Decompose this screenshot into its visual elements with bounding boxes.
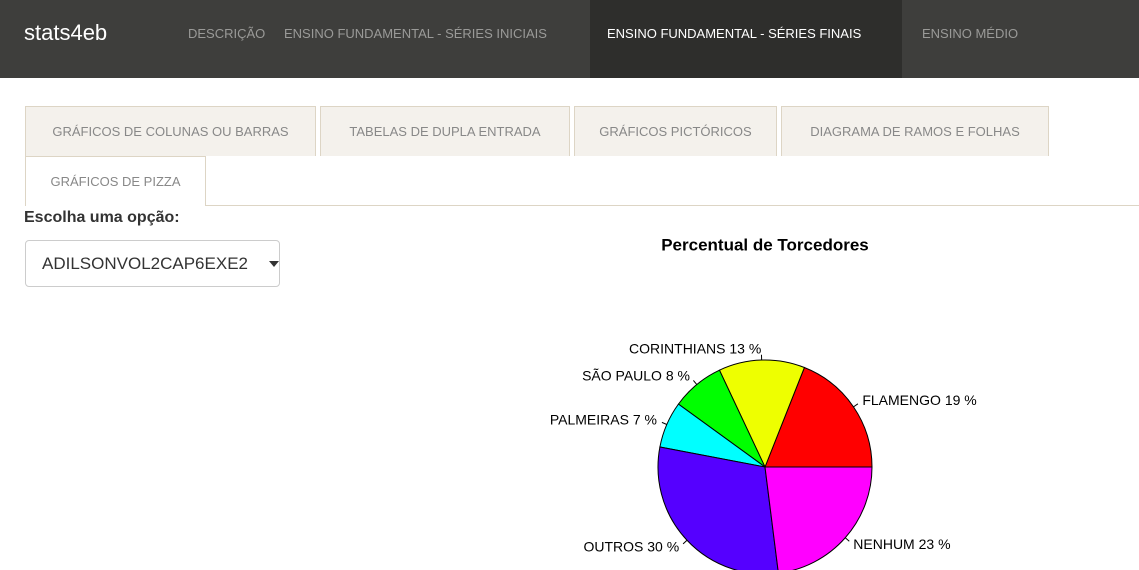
caret [269, 261, 279, 267]
slice-label: NENHUM 23 % [853, 536, 950, 552]
slice-name: FLAMENGO [862, 392, 941, 408]
select-label: Escolha uma opção: [24, 209, 180, 226]
tab-active[interactable]: GRÁFICOS DE PIZZA [25, 156, 206, 206]
chart-title: Percentual de Torcedores [661, 235, 869, 254]
slice-name: SÃO PAULO [582, 367, 662, 383]
slice-value: 7 % [633, 411, 657, 427]
nav-item[interactable]: DESCRIÇÃO [188, 26, 266, 41]
leader-line [661, 421, 667, 425]
slice-value: 19 % [945, 392, 977, 408]
nav-item[interactable]: ENSINO MÉDIO [922, 26, 1019, 41]
nav-item[interactable]: ENSINO FUNDAMENTAL - SÉRIES FINAIS [590, 0, 902, 78]
slice-label: SÃO PAULO 8 % [582, 367, 690, 383]
slice-value: 30 % [647, 538, 679, 554]
slice-name: OUTROS [583, 538, 643, 554]
leader-line [853, 403, 859, 408]
slice-value: 13 % [729, 340, 761, 356]
tab[interactable]: GRÁFICOS DE COLUNAS OU BARRAS [25, 106, 316, 156]
pie-slice [718, 359, 806, 469]
slice-value: 8 % [666, 367, 690, 383]
slice-name: PALMEIRAS [550, 411, 629, 427]
slice-name: CORINTHIANS [629, 340, 725, 356]
leader-line [844, 537, 850, 542]
tab-rule [25, 205, 1139, 206]
select[interactable]: ADILSONVOL2CAP6EXE2 [25, 240, 280, 287]
chart: Percentual de Torcedores FLAMENGO 19 % CO… [550, 235, 977, 570]
leader-line [682, 539, 688, 545]
tab[interactable]: TABELAS DE DUPLA ENTRADA [320, 106, 570, 156]
select-value: ADILSONVOL2CAP6EXE2 [42, 254, 248, 273]
brand[interactable]: stats4eb [24, 20, 108, 45]
tab[interactable]: GRÁFICOS PICTÓRICOS [574, 106, 777, 156]
slice-name: NENHUM [853, 536, 914, 552]
tab[interactable]: DIAGRAMA DE RAMOS E FOLHAS [781, 106, 1049, 156]
navbar: stats4eb DESCRIÇÃO ENSINO FUNDAMENTAL - … [0, 0, 1139, 78]
leader-line [693, 380, 698, 385]
pie-slice [764, 466, 873, 570]
slice-label: FLAMENGO 19 % [862, 392, 976, 408]
slice-value: 23 % [919, 536, 951, 552]
slice-label: OUTROS 30 % [583, 538, 679, 554]
slice-label: CORINTHIANS 13 % [629, 340, 761, 356]
nav-item[interactable]: ENSINO FUNDAMENTAL - SÉRIES INICIAIS [284, 26, 547, 41]
slice-label: PALMEIRAS 7 % [550, 411, 657, 427]
pie-slice [764, 366, 873, 468]
